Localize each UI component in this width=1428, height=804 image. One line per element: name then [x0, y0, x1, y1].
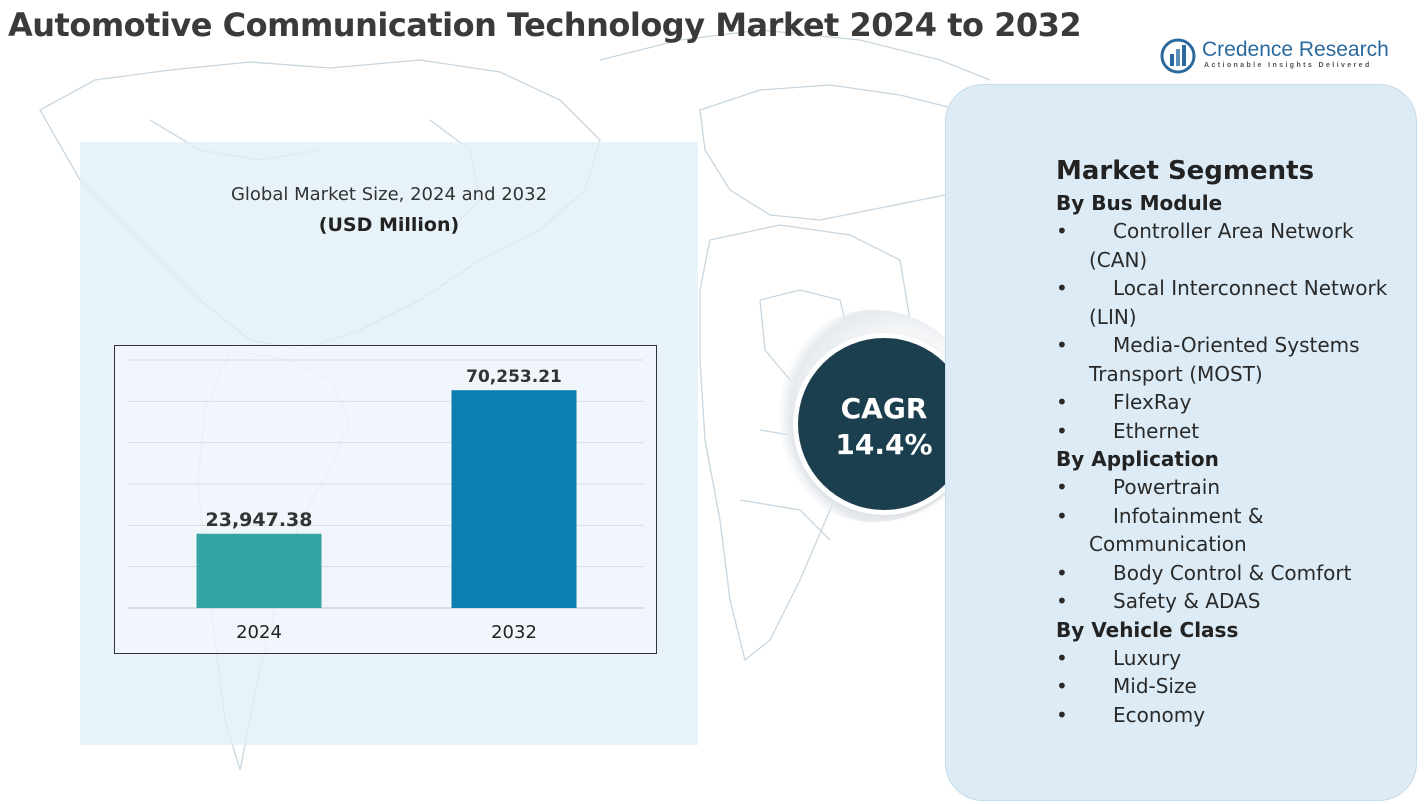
- bullet-icon: •: [1056, 560, 1068, 585]
- segment-list: • Controller Area Network (CAN) • Local Int…: [1056, 217, 1406, 445]
- list-item: • Ethernet: [1056, 417, 1406, 446]
- bar-chart-circle-icon: [1160, 38, 1196, 74]
- segments-content: Market Segments By Bus Module • Controller…: [1056, 155, 1406, 729]
- bar-chart: 23,947.38 2024 70,253.21 2032: [114, 345, 657, 654]
- bullet-icon: •: [1056, 589, 1068, 613]
- market-segments-panel: Market Segments By Bus Module • Controller…: [945, 84, 1417, 801]
- brand-logo: Credence Research Actionable Insights De…: [1160, 38, 1400, 78]
- cagr-badge: CAGR 14.4%: [798, 338, 970, 510]
- list-item: • Powertrain: [1056, 473, 1406, 502]
- list-item: • Economy: [1056, 701, 1406, 730]
- cagr-value: 14.4%: [835, 428, 933, 461]
- list-item: • Mid-Size: [1056, 672, 1406, 701]
- bullet-icon: •: [1056, 219, 1068, 243]
- list-item: • Body Control & Comfort: [1056, 559, 1406, 588]
- segment-group: By Bus Module • Controller Area Network (C…: [1056, 189, 1406, 445]
- bar-2032: [451, 390, 577, 608]
- data-label: 23,947.38: [206, 509, 313, 531]
- segment-item-label: FlexRay: [1113, 390, 1192, 414]
- bullet-icon: •: [1056, 390, 1068, 414]
- page-title: Automotive Communication Technology Mark…: [8, 6, 1082, 44]
- bullet-icon: •: [1056, 503, 1068, 528]
- segment-item-label: Ethernet: [1113, 418, 1200, 443]
- list-item: • Controller Area Network (CAN): [1056, 217, 1406, 274]
- list-item: • Infotainment & Communication: [1056, 502, 1406, 559]
- segment-group: By Vehicle Class • Luxury • Mid-Size • Economy: [1056, 616, 1406, 730]
- list-item: • Media-Oriented Systems Transport (MOST): [1056, 331, 1406, 388]
- list-item: • Local Interconnect Network (LIN): [1056, 274, 1406, 331]
- segment-item-label: Powertrain: [1113, 475, 1221, 499]
- list-item: • FlexRay: [1056, 388, 1406, 417]
- segments-title: Market Segments: [1056, 156, 1315, 186]
- bullet-icon: •: [1056, 702, 1068, 727]
- bullet-icon: •: [1056, 674, 1068, 698]
- bar-chart-svg: 23,947.38 2024 70,253.21 2032: [127, 359, 644, 643]
- bullet-icon: •: [1056, 645, 1068, 670]
- segment-list: • Luxury • Mid-Size • Economy: [1056, 644, 1406, 730]
- brand-tagline: Actionable Insights Delivered: [1204, 62, 1372, 69]
- segment-item-label: Economy: [1113, 702, 1206, 727]
- bullet-icon: •: [1056, 276, 1068, 300]
- list-item: • Luxury: [1056, 644, 1406, 673]
- segment-item-label: Body Control & Comfort: [1113, 560, 1352, 585]
- chart-subtitle: Global Market Size, 2024 and 2032: [230, 184, 548, 205]
- segment-group-name: By Application: [1056, 447, 1219, 471]
- category-tick-label: 2032: [491, 622, 537, 643]
- market-size-chart-panel: Global Market Size, 2024 and 2032 (USD M…: [80, 142, 698, 745]
- bullet-icon: •: [1056, 333, 1068, 357]
- segment-item-label: Media-Oriented Systems Transport (MOST): [1089, 333, 1360, 386]
- segment-groups: By Bus Module • Controller Area Network (C…: [1056, 189, 1406, 729]
- data-label: 70,253.21: [466, 367, 562, 387]
- cagr-label: CAGR: [840, 392, 928, 425]
- segment-item-label: Mid-Size: [1113, 674, 1197, 698]
- segment-group-name: By Vehicle Class: [1056, 617, 1239, 642]
- category-tick-label: 2024: [236, 622, 282, 643]
- bullet-icon: •: [1056, 475, 1068, 499]
- chart-unit: (USD Million): [318, 214, 460, 236]
- segment-group: By Application • Powertrain • Infotainment &…: [1056, 445, 1406, 616]
- bar-2024: [196, 533, 322, 608]
- segment-item-label: Local Interconnect Network (LIN): [1089, 276, 1388, 329]
- segment-group-name: By Bus Module: [1056, 191, 1223, 215]
- list-item: • Safety & ADAS: [1056, 587, 1406, 616]
- segment-item-label: Infotainment & Communication: [1089, 503, 1264, 557]
- segment-item-label: Safety & ADAS: [1113, 589, 1261, 613]
- brand-name: Credence Research: [1202, 38, 1389, 61]
- segment-item-label: Controller Area Network (CAN): [1089, 219, 1354, 272]
- bullet-icon: •: [1056, 418, 1068, 443]
- segment-list: • Powertrain • Infotainment & Communication…: [1056, 473, 1406, 616]
- segment-item-label: Luxury: [1113, 645, 1182, 670]
